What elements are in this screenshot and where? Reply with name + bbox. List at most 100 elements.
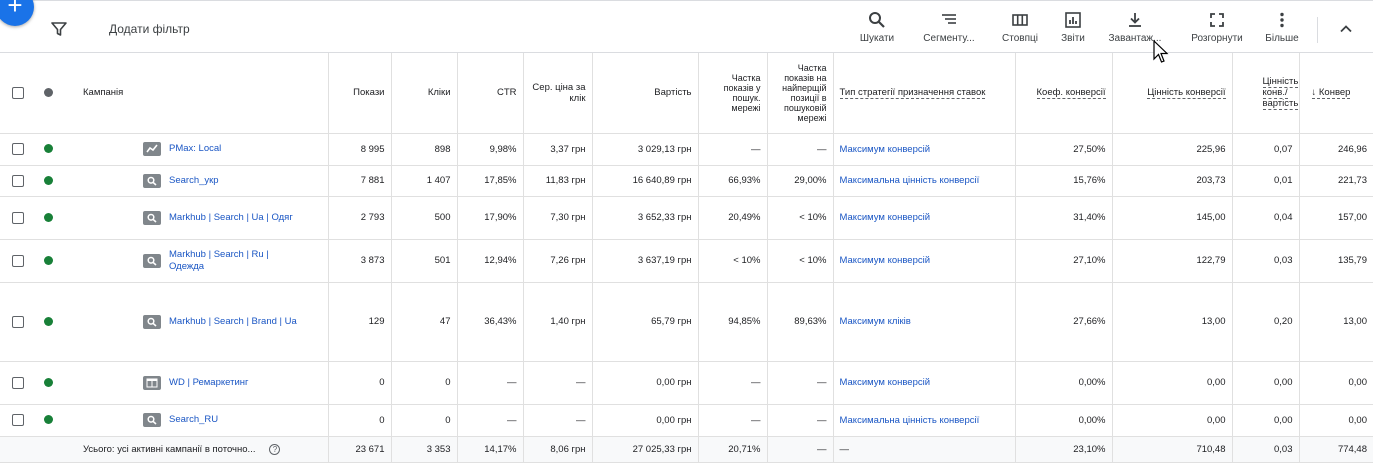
table-row[interactable]: Search_RU 0 0— —0,00 грн — — Максимальна цінні… <box>0 404 1373 437</box>
bid-strategy-cell: Максимум кліків <box>832 282 1015 362</box>
campaign-name-link[interactable]: Markhub | Search | Ua | Одяг <box>169 211 293 223</box>
row-checkbox[interactable] <box>12 315 24 328</box>
row-status-cell[interactable] <box>36 282 60 362</box>
campaign-name-link[interactable]: WD | Ремаркетинг <box>169 376 249 388</box>
create-button[interactable]: + <box>0 0 34 26</box>
campaign-name-link[interactable]: PMax: Local <box>169 143 222 154</box>
bid-strategy-link[interactable]: Максимум конверсій <box>839 143 931 155</box>
table-row[interactable]: Markhub | Search | Ua | Одяг 2 793 500 17,9… <box>0 196 1373 240</box>
add-filter-button[interactable]: Додати фільтр <box>109 22 190 36</box>
search-button[interactable]: Шукати <box>857 11 897 49</box>
search-top-impression-share-cell: — <box>766 361 833 405</box>
campaign-name-link[interactable]: Markhub | Search | Brand | Ua <box>169 315 297 327</box>
columns-button[interactable]: Стовпці <box>998 11 1042 49</box>
bid-strategy-link[interactable]: Максимум конверсій <box>839 212 931 223</box>
avg-cpc-header[interactable]: Сер. ціна за клік <box>522 53 592 134</box>
impressions-cell: 7 881 <box>327 165 391 197</box>
download-button[interactable]: Завантаж... <box>1103 11 1167 49</box>
cost-cell: 0,00 грн <box>591 404 698 437</box>
value-cost-cell: 0,04 <box>1231 196 1299 240</box>
ctr-cell: 36,43% <box>456 282 523 362</box>
campaign-header[interactable]: Кампанія <box>60 53 328 134</box>
expand-button[interactable]: Розгорнути <box>1186 11 1248 49</box>
status-enabled-icon <box>43 255 53 265</box>
filter-icon[interactable] <box>51 21 67 37</box>
search-top-impression-share-cell: — <box>766 133 833 166</box>
impressions-header[interactable]: Покази <box>327 53 391 134</box>
bid-strategy-cell: Максимальна цінність конверсії <box>832 165 1015 197</box>
table-header-row: Кампанія Покази Кліки CTR Сер. ціна за к… <box>0 53 1373 134</box>
row-checkbox[interactable] <box>12 376 24 389</box>
campaign-name-link[interactable]: Search_укр <box>169 174 219 186</box>
row-status-cell[interactable] <box>36 404 60 437</box>
clicks-header[interactable]: Кліки <box>390 53 457 134</box>
table-row[interactable]: WD | Ремаркетинг 0 0— —0,00 грн — — Максимум к… <box>0 361 1373 405</box>
impressions-cell: 3 873 <box>327 239 391 283</box>
value-cost-header[interactable]: Цінність конв./ вартість <box>1231 53 1299 134</box>
bid-strategy-link[interactable]: Максимальна цінність конверсії <box>839 414 980 426</box>
impressions-cell: 0 <box>327 404 391 437</box>
search-top-impression-share-header[interactable]: Частка показів на найперщій позиції в по… <box>766 53 833 134</box>
conv-rate-cell: 27,50% <box>1014 133 1112 166</box>
avg-cpc-cell: — <box>522 361 592 405</box>
cost-header[interactable]: Вартість <box>591 53 698 134</box>
mouse-pointer-icon <box>1153 40 1169 63</box>
conversions-cell: 246,96 <box>1298 133 1373 166</box>
conversions-header[interactable]: ↓ Конвер <box>1298 53 1373 134</box>
row-checkbox[interactable] <box>12 211 24 224</box>
campaign-name-link[interactable]: Search_RU <box>169 414 219 425</box>
row-checkbox[interactable] <box>12 414 24 426</box>
reports-button[interactable]: Звіти <box>1055 11 1091 49</box>
conv-value-header-label: Цінність конверсії <box>1147 87 1226 100</box>
table-row[interactable]: PMax: Local 8 995 898 9,98% 3,37 грн 3 029,13… <box>0 133 1373 166</box>
campaign-name-link[interactable]: Markhub | Search | Ru | Одежда <box>169 248 269 272</box>
bid-strategy-header[interactable]: Тип стратегії призначення ставок <box>832 53 1015 134</box>
bid-strategy-link[interactable]: Максимальна цінність конверсії <box>839 175 980 186</box>
conv-rate-header[interactable]: Коеф. конверсії <box>1014 53 1112 134</box>
segment-icon <box>942 14 956 24</box>
row-checkbox[interactable] <box>12 143 24 155</box>
campaigns-table: Кампанія Покази Кліки CTR Сер. ціна за к… <box>0 53 1373 463</box>
value-cost-cell: 0,03 <box>1231 239 1299 283</box>
row-status-cell[interactable] <box>36 133 60 166</box>
search-impression-share-header[interactable]: Частка показів у пошук. мережі <box>697 53 767 134</box>
search-campaign-icon <box>143 314 161 329</box>
total-conversions-cell: 774,48 <box>1298 436 1373 463</box>
status-header[interactable] <box>36 53 60 134</box>
conv-value-cell: 0,00 <box>1111 404 1232 437</box>
search-top-impression-share-cell: 89,63% <box>766 282 833 362</box>
table-row[interactable]: Markhub | Search | Brand | Ua 129 47 36,43%… <box>0 282 1373 362</box>
row-status-cell[interactable] <box>36 165 60 197</box>
table-row[interactable]: Search_укр 7 881 1 407 17,85% 11,83 грн 16 64… <box>0 165 1373 197</box>
conversions-header-label: ↓ Конвер <box>1311 87 1351 100</box>
row-status-cell[interactable] <box>36 196 60 240</box>
segment-button[interactable]: Сегменту... <box>914 11 984 49</box>
bid-strategy-cell: Максимум конверсій <box>832 239 1015 283</box>
search-impression-share-cell: < 10% <box>697 239 767 283</box>
row-checkbox[interactable] <box>12 254 24 267</box>
chevron-up-icon[interactable] <box>1338 21 1354 37</box>
bid-strategy-link[interactable]: Максимум конверсій <box>839 377 931 388</box>
total-ctr-cell: 14,17% <box>456 436 523 463</box>
cost-cell: 0,00 грн <box>591 361 698 405</box>
campaign-header-label: Кампанія <box>83 87 124 99</box>
conv-rate-header-label: Коеф. конверсії <box>1036 87 1106 100</box>
search-campaign-icon <box>143 173 161 188</box>
row-checkbox[interactable] <box>12 174 24 187</box>
bid-strategy-link[interactable]: Максимум кліків <box>839 316 911 327</box>
more-button[interactable]: Більше <box>1262 11 1302 49</box>
row-status-cell[interactable] <box>36 239 60 283</box>
clicks-cell: 0 <box>390 361 457 405</box>
value-cost-cell: 0,00 <box>1231 361 1299 405</box>
search-campaign-icon <box>143 210 161 225</box>
help-icon[interactable]: ? <box>269 443 281 455</box>
value-cost-cell: 0,20 <box>1231 282 1299 362</box>
ctr-header[interactable]: CTR <box>456 53 523 134</box>
table-row[interactable]: Markhub | Search | Ru | Одежда 3 873 501 12… <box>0 239 1373 283</box>
status-enabled-icon <box>43 175 53 185</box>
row-status-cell[interactable] <box>36 361 60 405</box>
select-all-checkbox[interactable] <box>12 86 24 99</box>
download-icon <box>1129 13 1141 27</box>
bid-strategy-link[interactable]: Максимум конверсій <box>839 255 931 266</box>
conv-value-header[interactable]: Цінність конверсії <box>1111 53 1232 134</box>
